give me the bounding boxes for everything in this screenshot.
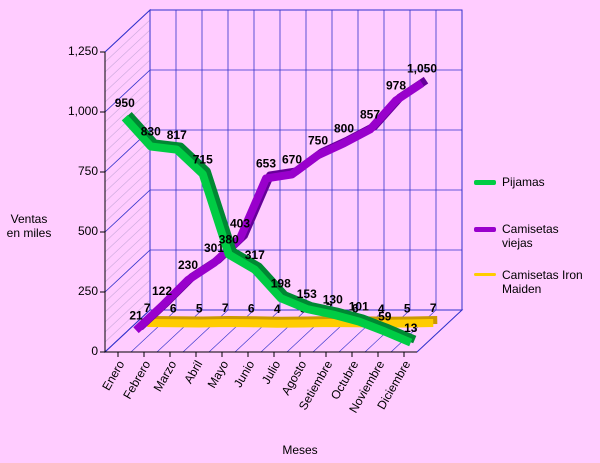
wall-hatch (104, 79, 151, 123)
wall-hatch (104, 219, 151, 263)
legend-swatch (474, 273, 496, 276)
data-label: 301 (204, 241, 224, 255)
wall-hatch (104, 39, 151, 83)
data-label: 830 (141, 125, 161, 139)
wall-hatch (104, 179, 151, 223)
wall-hatch (104, 49, 151, 93)
data-label: 5 (196, 302, 203, 316)
x-tick-label: Abril (181, 358, 205, 386)
wall-hatch (104, 169, 151, 213)
data-label: 13 (404, 321, 418, 335)
y-tick-label: 250 (78, 284, 98, 298)
wall-hatch (104, 89, 151, 133)
data-label: 817 (167, 128, 187, 142)
line-series (133, 79, 425, 334)
legend-label: Camisetas viejas (502, 222, 559, 250)
data-label: 101 (349, 300, 369, 314)
data-label: 800 (334, 121, 354, 135)
data-label: 715 (193, 152, 213, 166)
data-label: 6 (352, 301, 359, 315)
data-label: 122 (152, 284, 172, 298)
data-label: 6 (248, 301, 255, 315)
line-series (121, 115, 413, 347)
wall-hatch (104, 159, 151, 203)
wall-hatch (104, 59, 151, 103)
data-label: 6 (170, 301, 177, 315)
data-label: 230 (178, 258, 198, 272)
wall-hatch (104, 209, 151, 253)
data-label: 750 (308, 133, 328, 147)
data-label: 7 (430, 301, 437, 315)
data-label: 317 (245, 248, 265, 262)
grid-line-side (104, 309, 151, 353)
wall-hatch (104, 29, 151, 73)
wall-hatch (104, 289, 151, 333)
y-tick-label: 500 (78, 224, 98, 238)
x-tick-label: Julio (259, 358, 284, 387)
grid-line-side (104, 9, 151, 53)
data-label: 1,050 (407, 61, 437, 75)
wall-hatch (104, 199, 151, 243)
y-tick-label: 750 (78, 164, 98, 178)
legend-label: Pijamas (502, 175, 545, 189)
y-tick-label: 1,250 (68, 44, 98, 58)
wall-hatch (104, 299, 151, 343)
data-label: 403 (230, 217, 250, 231)
wall-hatch (104, 269, 151, 313)
wall-hatch (104, 279, 151, 323)
y-tick-label: 1,000 (68, 104, 98, 118)
wall-hatch (104, 229, 151, 273)
wall-hatch (104, 19, 151, 63)
data-label: 950 (115, 96, 135, 110)
data-label: 653 (256, 157, 276, 171)
data-label: 4 (274, 302, 281, 316)
data-label: 857 (360, 108, 380, 122)
data-label: 59 (378, 310, 392, 324)
data-label: 5 (404, 302, 411, 316)
x-tick-label: Junio (231, 358, 258, 390)
wall-hatch (104, 239, 151, 283)
y-tick-label: 0 (91, 344, 98, 358)
wall-hatch (104, 259, 151, 303)
data-label: 198 (271, 276, 291, 290)
x-axis-title: Meses (282, 443, 318, 457)
x-tick-label: Mayo (205, 358, 232, 391)
data-label: 130 (323, 293, 343, 307)
grid-line-side (104, 249, 151, 293)
legend-swatch (474, 227, 496, 232)
data-label: 978 (386, 79, 406, 93)
data-label: 21 (129, 308, 143, 322)
data-label: 380 (219, 233, 239, 247)
wall-hatch (104, 139, 151, 183)
data-label: 153 (297, 287, 317, 301)
wall-hatch (104, 149, 151, 193)
data-label: 7 (144, 301, 151, 315)
y-axis-title: Ventas en miles (6, 212, 52, 240)
x-tick-label: Marzo (151, 358, 180, 394)
legend-label: Camisetas Iron Maiden (502, 268, 583, 296)
grid-line-side (104, 69, 151, 113)
wall-hatch (104, 109, 151, 153)
data-label: 670 (282, 153, 302, 167)
grid-line-side (104, 189, 151, 233)
legend-swatch (474, 180, 496, 185)
floor-line (416, 309, 463, 353)
data-label: 7 (222, 301, 229, 315)
data-label: 4 (378, 302, 385, 316)
